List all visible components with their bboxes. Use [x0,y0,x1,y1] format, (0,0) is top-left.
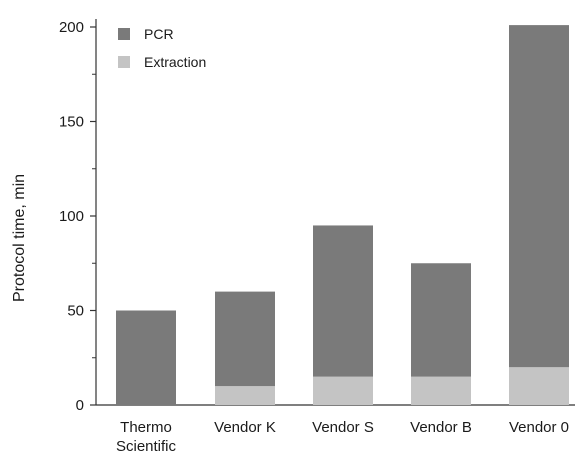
y-tick-label: 0 [76,397,84,414]
bar-extraction-1 [215,386,275,405]
legend: PCR Extraction [118,26,206,70]
x-tick-labels: Thermo Scientific Vendor K Vendor S Vendor B… [116,419,569,455]
y-tick-label: 100 [59,208,84,225]
y-tick-label: 50 [67,303,84,320]
y-axis-label: Protocol time, min [11,174,28,302]
bar-pcr-2 [313,225,373,377]
y-tick-label: 150 [59,114,84,131]
bar-pcr-3 [411,263,471,377]
legend-swatch-pcr [118,28,130,40]
x-tick-label: Vendor K [214,419,276,436]
bars [116,25,569,405]
legend-swatch-extraction [118,56,130,68]
bar-extraction-3 [411,376,471,405]
x-tick-label: Vendor S [312,419,374,436]
bar-extraction-4 [509,367,569,405]
legend-label-pcr: PCR [144,26,174,42]
x-tick-label: Vendor B [410,419,472,436]
y-tick-label: 200 [59,19,84,36]
x-tick-label: Thermo Scientific [116,419,177,455]
bar-pcr-1 [215,291,275,387]
legend-label-extraction: Extraction [144,54,206,70]
bar-extraction-2 [313,376,373,405]
bar-pcr-4 [509,25,569,368]
bar-pcr-0 [116,310,176,405]
x-tick-label: Vendor 0 [509,419,569,436]
